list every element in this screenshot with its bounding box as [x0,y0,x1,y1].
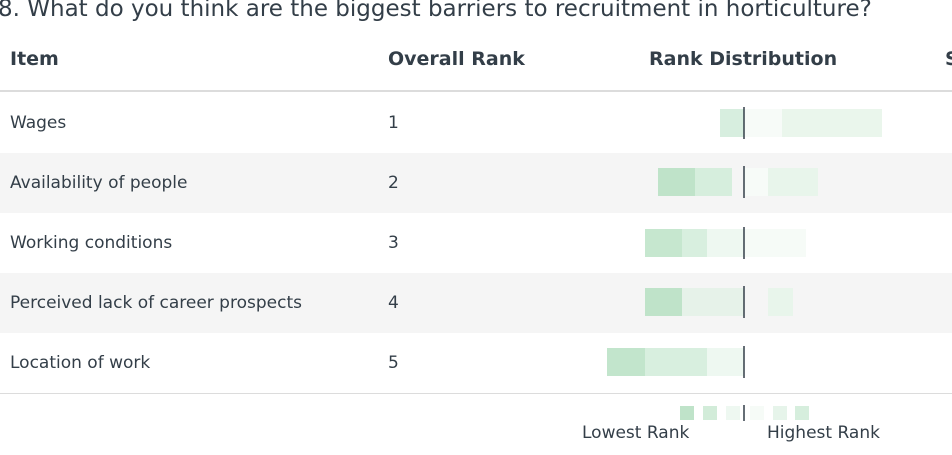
table-row: Location of work 5 [0,333,952,393]
question-title: 8. What do you think are the biggest bar… [0,0,872,22]
rank-cell: 3 [388,233,399,253]
rank-cell: 4 [388,293,399,313]
legend-swatches [680,405,809,421]
column-header: Rank Distribution [649,48,838,70]
column-header: Item [10,48,59,70]
column-header: S [945,48,952,70]
item-cell: Availability of people [10,173,188,193]
distribution-conditions [645,229,806,257]
table-row: Perceived lack of career prospects 4 [0,273,952,333]
distribution-prospects [645,288,793,316]
item-cell: Perceived lack of career prospects [10,293,302,313]
header-rule [0,90,952,92]
rank-cell: 5 [388,353,399,373]
column-header: Overall Rank [388,48,525,70]
distribution-location [607,348,744,376]
table-row: Working conditions 3 [0,213,952,273]
distribution-wages [720,109,882,137]
distribution-availability [658,168,818,196]
table-rule [0,393,952,394]
item-cell: Wages [10,113,67,133]
legend-high: Highest Rank [767,423,880,443]
rank-cell: 1 [388,113,399,133]
item-cell: Working conditions [10,233,173,253]
legend-low: Lowest Rank [582,423,690,443]
item-cell: Location of work [10,353,151,373]
rank-cell: 2 [388,173,399,193]
table-row: Wages 1 [0,93,952,153]
